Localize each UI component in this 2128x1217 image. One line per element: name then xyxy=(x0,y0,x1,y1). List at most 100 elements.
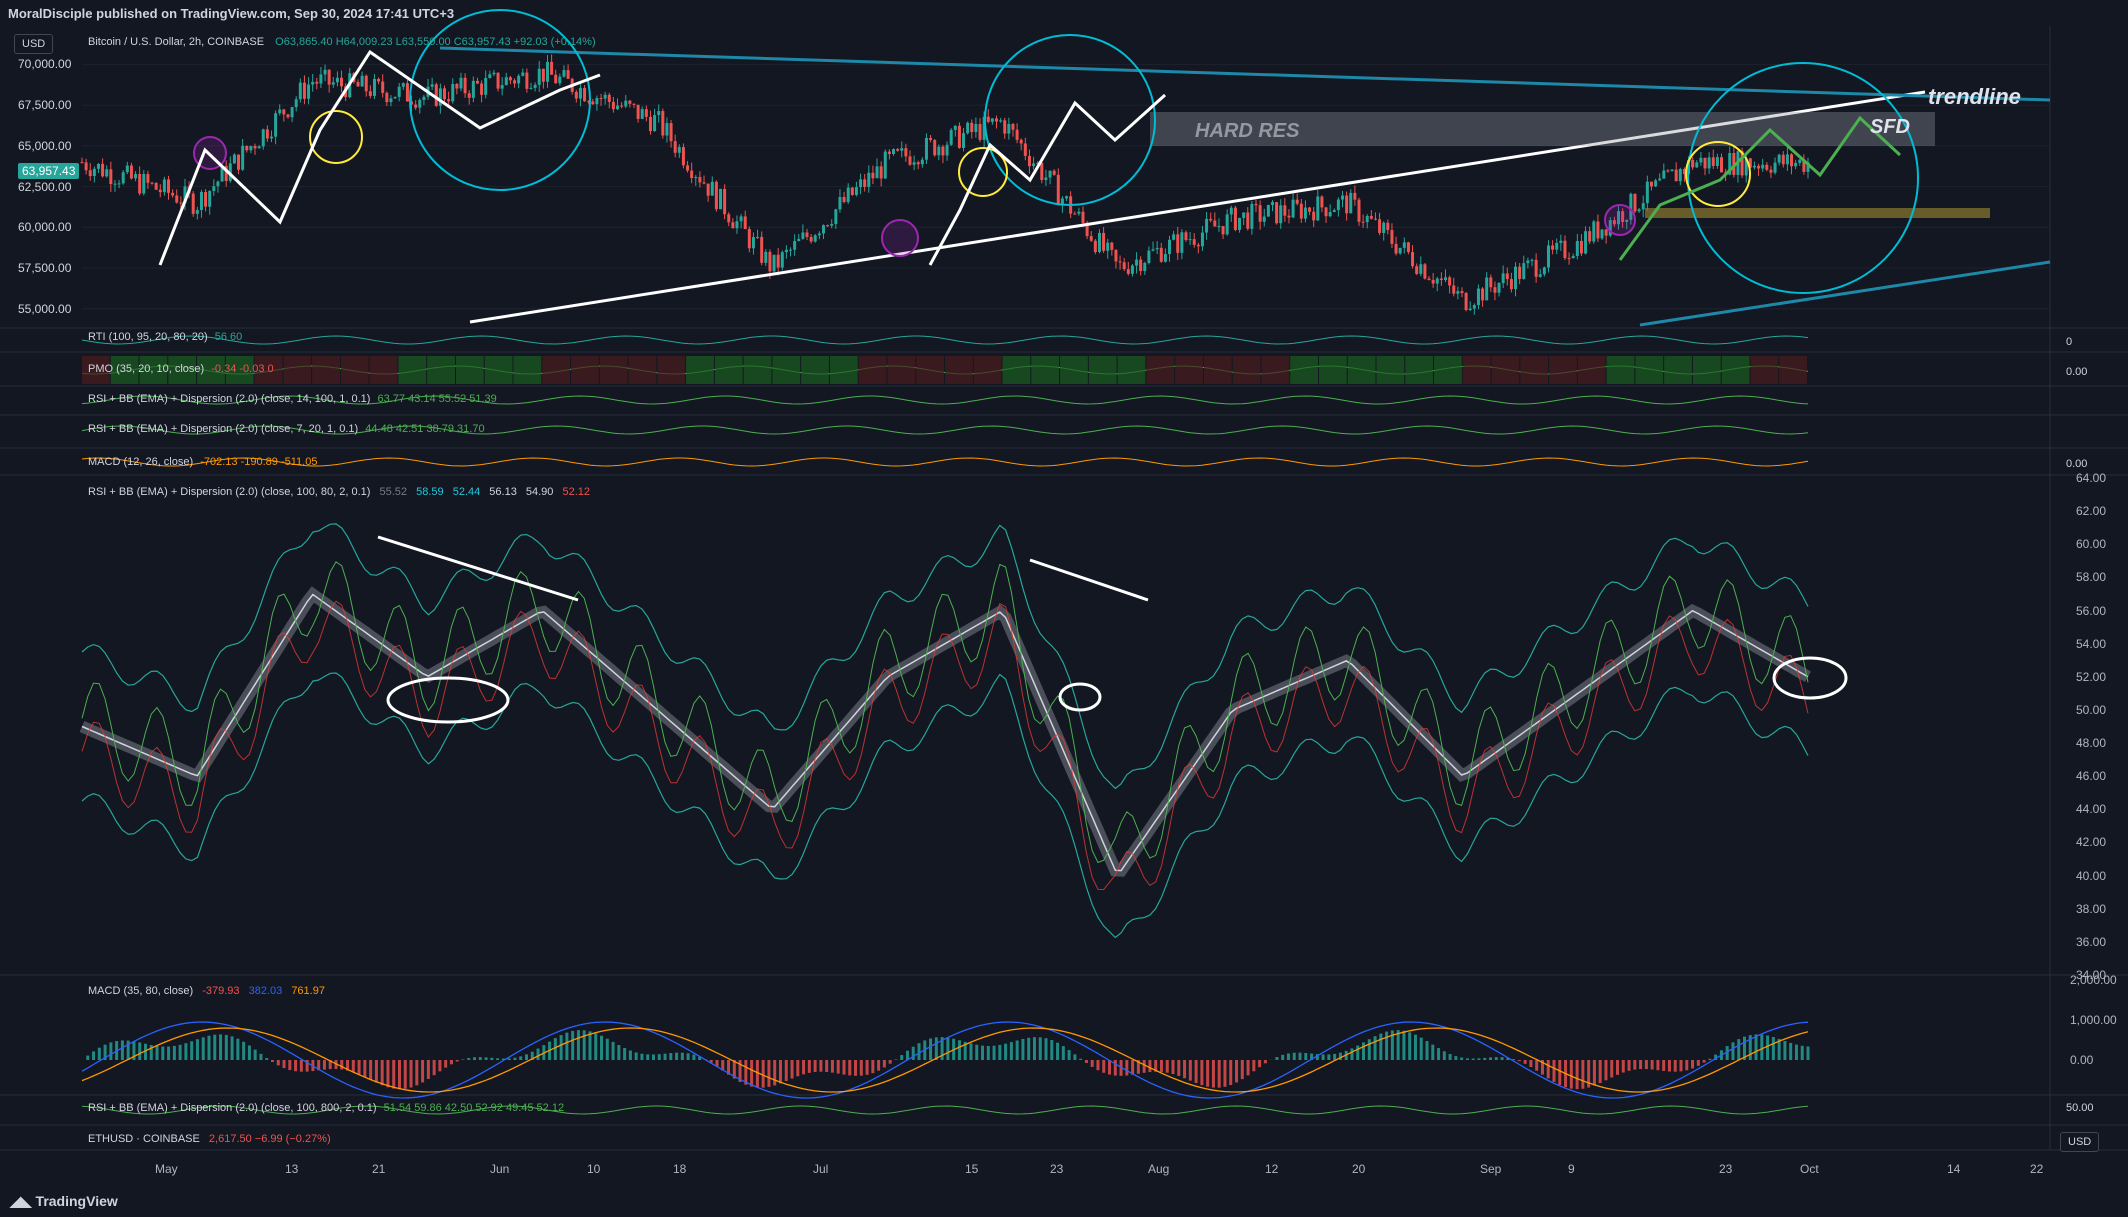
macd-histogram-bar xyxy=(369,1060,373,1080)
macd-histogram-bar xyxy=(524,1054,528,1060)
macd-histogram-bar xyxy=(536,1048,540,1060)
candle-body xyxy=(1514,266,1518,290)
candle-body xyxy=(883,151,887,179)
pmo-block xyxy=(225,356,254,384)
candle-body xyxy=(1176,234,1180,253)
macd-histogram-bar xyxy=(877,1060,881,1071)
candle-body xyxy=(1361,221,1365,223)
candle-body xyxy=(455,84,459,89)
candle-body xyxy=(1077,211,1081,214)
candle-body xyxy=(1188,239,1192,241)
macd-histogram-bar xyxy=(1621,1060,1625,1073)
candle-body xyxy=(224,166,228,181)
candle-body xyxy=(294,99,298,108)
candle-body xyxy=(714,181,718,210)
macd-histogram-bar xyxy=(467,1057,471,1060)
candle-body xyxy=(916,162,920,165)
candle-body xyxy=(756,236,760,238)
candle-body xyxy=(616,105,620,110)
macd-histogram-bar xyxy=(1373,1036,1377,1060)
macd-histogram-bar xyxy=(1725,1046,1729,1060)
ethusd-label: ETHUSD · COINBASE xyxy=(88,1133,200,1145)
candle-body xyxy=(694,176,698,179)
candle-body xyxy=(1303,207,1307,219)
candle-body xyxy=(364,75,368,92)
candle-body xyxy=(385,92,389,103)
macd-histogram-bar xyxy=(1021,1038,1025,1060)
macd-histogram-bar xyxy=(1367,1039,1371,1060)
pmo-legend: PMO (35, 20, 10, close) -0.34 -0.03 0 xyxy=(88,363,274,375)
currency-button[interactable]: USD xyxy=(14,34,54,54)
candle-body xyxy=(1089,236,1093,241)
candle-body xyxy=(1003,120,1007,134)
macd-histogram-bar xyxy=(461,1059,465,1060)
candle-body xyxy=(1654,180,1658,187)
candle-body xyxy=(784,249,788,253)
macd-histogram-bar xyxy=(1102,1060,1106,1073)
macd-1-label: MACD (12, 26, close) xyxy=(88,456,194,468)
candle-body xyxy=(1579,240,1583,254)
candle-body xyxy=(1312,211,1316,221)
candle-body xyxy=(970,122,974,133)
macd-histogram-bar xyxy=(623,1048,627,1060)
macd-histogram-bar xyxy=(721,1060,725,1071)
rsi-bb-1-values: 63.77 43.14 55.52 51.39 xyxy=(377,393,497,405)
candle-body xyxy=(723,188,727,215)
time-tick-label: 14 xyxy=(1947,1162,1961,1176)
macd-panel-legend: MACD (35, 80, close) -379.93 382.03 761.… xyxy=(88,985,325,997)
macd-histogram-bar xyxy=(1165,1060,1169,1073)
candle-body xyxy=(158,189,162,193)
macd-histogram-bar xyxy=(363,1060,367,1078)
candle-body xyxy=(1122,262,1126,270)
rsi-lower-band xyxy=(81,672,1809,939)
candle-body xyxy=(335,77,339,83)
candle-body xyxy=(1802,159,1806,172)
candle-body xyxy=(1032,163,1036,167)
candle-body xyxy=(620,105,624,107)
macd-histogram-bar xyxy=(1610,1060,1614,1078)
rsi-divergence-line xyxy=(1029,558,1149,602)
macd-histogram-bar xyxy=(1159,1060,1163,1072)
axis-currency-button[interactable]: USD xyxy=(2060,1132,2100,1152)
pmo-block xyxy=(628,356,657,384)
time-tick-label: 15 xyxy=(965,1162,979,1176)
macd-histogram-bar xyxy=(224,1034,228,1060)
macd-histogram-bar xyxy=(727,1060,731,1075)
macd-histogram-bar xyxy=(397,1060,401,1090)
macd-histogram-bar xyxy=(1685,1060,1689,1071)
macd-histogram-bar xyxy=(1529,1060,1533,1068)
pmo-block xyxy=(1606,356,1635,384)
tradingview-logo[interactable]: ◢◣ TradingView xyxy=(10,1193,118,1210)
candle-body xyxy=(677,147,681,153)
candle-body xyxy=(681,147,685,166)
macd-histogram-bar xyxy=(957,1040,961,1060)
macd-histogram-bar xyxy=(1321,1054,1325,1060)
time-tick-label: Aug xyxy=(1148,1162,1170,1176)
macd-histogram-bar xyxy=(1298,1052,1302,1060)
macd-histogram-bar xyxy=(969,1043,973,1060)
macd-histogram-bar xyxy=(1540,1060,1544,1075)
pmo-block xyxy=(283,356,312,384)
pmo-block xyxy=(168,356,197,384)
macd-histogram-bar xyxy=(1575,1060,1579,1090)
macd-histogram-bar xyxy=(588,1031,592,1060)
candle-body xyxy=(941,146,945,156)
candle-body xyxy=(1044,177,1048,180)
pmo-block xyxy=(110,356,139,384)
macd-histogram-bar xyxy=(1437,1048,1441,1060)
candle-body xyxy=(278,109,282,114)
macd-histogram-bar xyxy=(213,1034,217,1060)
candle-body xyxy=(1324,207,1328,217)
macd-tick-label: 1,000.00 xyxy=(2070,1013,2117,1027)
macd-histogram-bar xyxy=(940,1037,944,1060)
pmo-block xyxy=(1232,356,1261,384)
candle-body xyxy=(1126,269,1130,274)
rsi-tick-label: 64.00 xyxy=(2076,471,2107,485)
macd-histogram-bar xyxy=(351,1060,355,1073)
candle-body xyxy=(368,91,372,96)
macd-histogram-bar xyxy=(1073,1054,1077,1060)
macd-histogram-bar xyxy=(1500,1057,1504,1060)
macd-histogram-bar xyxy=(219,1034,223,1060)
candle-body xyxy=(274,113,278,137)
